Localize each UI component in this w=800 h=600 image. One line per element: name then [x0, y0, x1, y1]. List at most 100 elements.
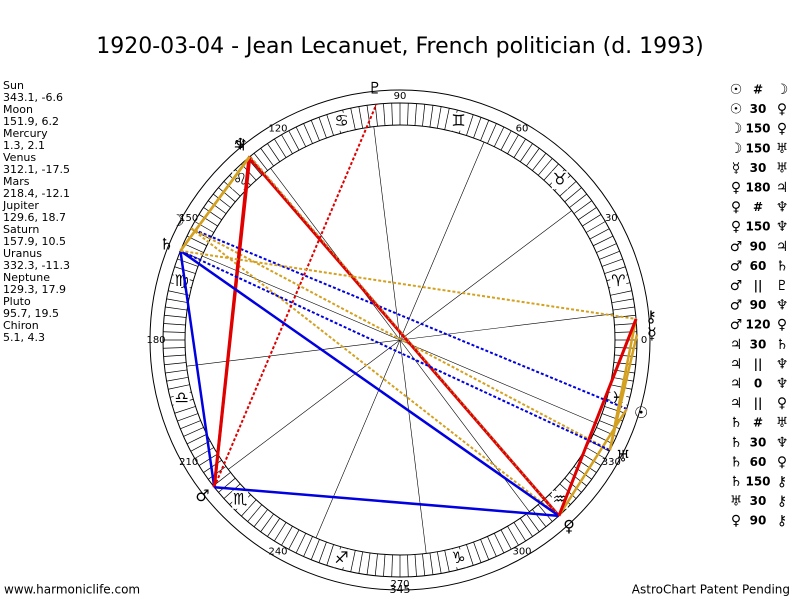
ring-tick: [326, 114, 334, 136]
ring-tick: [610, 290, 632, 296]
aspect-p2: ♀: [777, 454, 787, 470]
planet-position: 129.3, 17.9: [3, 283, 66, 296]
planet-position: 1.3, 2.1: [3, 139, 45, 152]
ring-tick: [213, 193, 231, 208]
sign-glyph: ♏: [233, 489, 247, 508]
aspect-p1: ♄: [730, 474, 743, 490]
ring-tick: [586, 447, 606, 459]
ring-tick: [487, 123, 497, 144]
planet-glyph: ♃: [232, 135, 246, 154]
ring-tick: [582, 214, 602, 227]
aspect-line: [213, 103, 378, 488]
planet-glyph: ♅: [616, 447, 630, 466]
aspect-p1: ☉: [730, 82, 743, 98]
ring-tick: [582, 453, 602, 466]
aspect-line: [179, 249, 611, 452]
aspect-p1: ♀: [731, 513, 741, 529]
ring-tick: [168, 384, 190, 390]
aspect-p1: ♄: [730, 415, 743, 431]
sign-glyph: ♐: [334, 548, 348, 567]
aspect-p2: ♆: [776, 376, 789, 392]
ring-tick: [223, 181, 241, 197]
ring-tick: [260, 148, 274, 167]
ring-tick: [422, 553, 426, 576]
planet-position: 312.1, -17.5: [3, 163, 70, 176]
ring-tick: [163, 323, 186, 326]
house-line: [399, 141, 485, 341]
ring-tick: [350, 108, 356, 130]
ring-tick: [487, 536, 497, 557]
ring-tick: [163, 354, 186, 357]
ring-tick: [288, 529, 300, 550]
ring-tick: [610, 384, 632, 390]
ring-tick: [318, 541, 327, 563]
aspect-p1: ♂: [730, 317, 743, 333]
aspect-type: #: [753, 416, 763, 430]
ring-tick: [383, 103, 386, 126]
aspect-line: [180, 249, 637, 320]
planet-glyph: ♄: [159, 235, 173, 254]
aspect-line: [179, 249, 560, 517]
aspect-p1: ♀: [731, 180, 741, 196]
ring-tick: [177, 413, 199, 422]
planet-name: Pluto: [3, 295, 31, 308]
aspect-p1: ☿: [732, 160, 741, 176]
sign-bg: [551, 171, 568, 190]
aspect-p1: ♀: [731, 200, 741, 216]
aspect-type: ||: [754, 396, 763, 410]
ring-tick: [604, 266, 626, 274]
ring-tick: [532, 153, 547, 171]
aspect-type: 150: [745, 122, 770, 136]
aspect-line: [190, 227, 628, 410]
aspect-p2: ⚷: [777, 513, 787, 529]
ring-tick: [513, 522, 526, 542]
aspect-p2: ☽: [776, 82, 789, 98]
aspect-p2: ♅: [776, 141, 789, 157]
ring-tick: [611, 298, 634, 304]
ring-tick: [391, 103, 393, 126]
ring-tick: [174, 406, 196, 414]
ring-tick: [358, 106, 364, 129]
aspect-type: 30: [750, 161, 767, 175]
aspect-p1: ♄: [730, 435, 743, 451]
aspect-line: [212, 156, 252, 488]
ring-tick: [436, 106, 442, 129]
ring-tick: [310, 120, 320, 141]
aspect-p1: ♄: [730, 454, 743, 470]
ring-tick: [198, 453, 218, 466]
ring-tick: [223, 483, 241, 499]
aspect-type: 180: [745, 181, 770, 195]
ring-tick: [166, 298, 189, 304]
planet-position: 95.7, 19.5: [3, 307, 59, 320]
aspect-type: #: [753, 200, 763, 214]
aspect-p1: ♂: [730, 239, 743, 255]
ring-tick: [422, 104, 426, 127]
planet-name: Mars: [3, 175, 30, 188]
ring-tick: [164, 314, 187, 318]
aspect-line: [179, 155, 251, 252]
house-line: [373, 126, 401, 341]
aspect-type: #: [753, 83, 763, 97]
ring-tick: [593, 433, 614, 445]
outer-circle: [149, 89, 651, 591]
ring-tick: [274, 522, 287, 542]
house-line: [399, 339, 427, 554]
ring-tick: [429, 105, 434, 128]
degree-label: 30: [605, 213, 618, 224]
ring-tick: [586, 221, 606, 233]
ring-tick: [596, 243, 617, 253]
ring-tick: [500, 130, 512, 151]
aspect-line: [179, 250, 216, 488]
ring-tick: [350, 550, 356, 572]
planet-position: 151.9, 6.2: [3, 115, 59, 128]
degree-label: 210: [179, 457, 198, 468]
aspect-line: [608, 318, 638, 451]
aspect-p2: ♆: [776, 200, 789, 216]
ring-tick: [593, 235, 614, 247]
ring-tick: [288, 130, 300, 151]
house-line: [399, 210, 572, 341]
house-line: [315, 339, 401, 539]
ring-tick: [473, 541, 482, 563]
ring-tick: [218, 187, 236, 203]
aspect-p2: ♄: [776, 258, 789, 274]
